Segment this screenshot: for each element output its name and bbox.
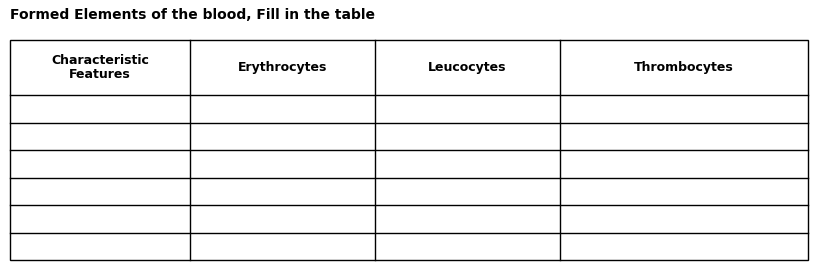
Text: Characteristic
Features: Characteristic Features <box>51 54 149 82</box>
Text: Leucocytes: Leucocytes <box>429 61 506 74</box>
Text: Thrombocytes: Thrombocytes <box>634 61 734 74</box>
Bar <box>10 40 808 260</box>
Text: Formed Elements of the blood, Fill in the table: Formed Elements of the blood, Fill in th… <box>10 8 375 22</box>
Text: Erythrocytes: Erythrocytes <box>238 61 327 74</box>
